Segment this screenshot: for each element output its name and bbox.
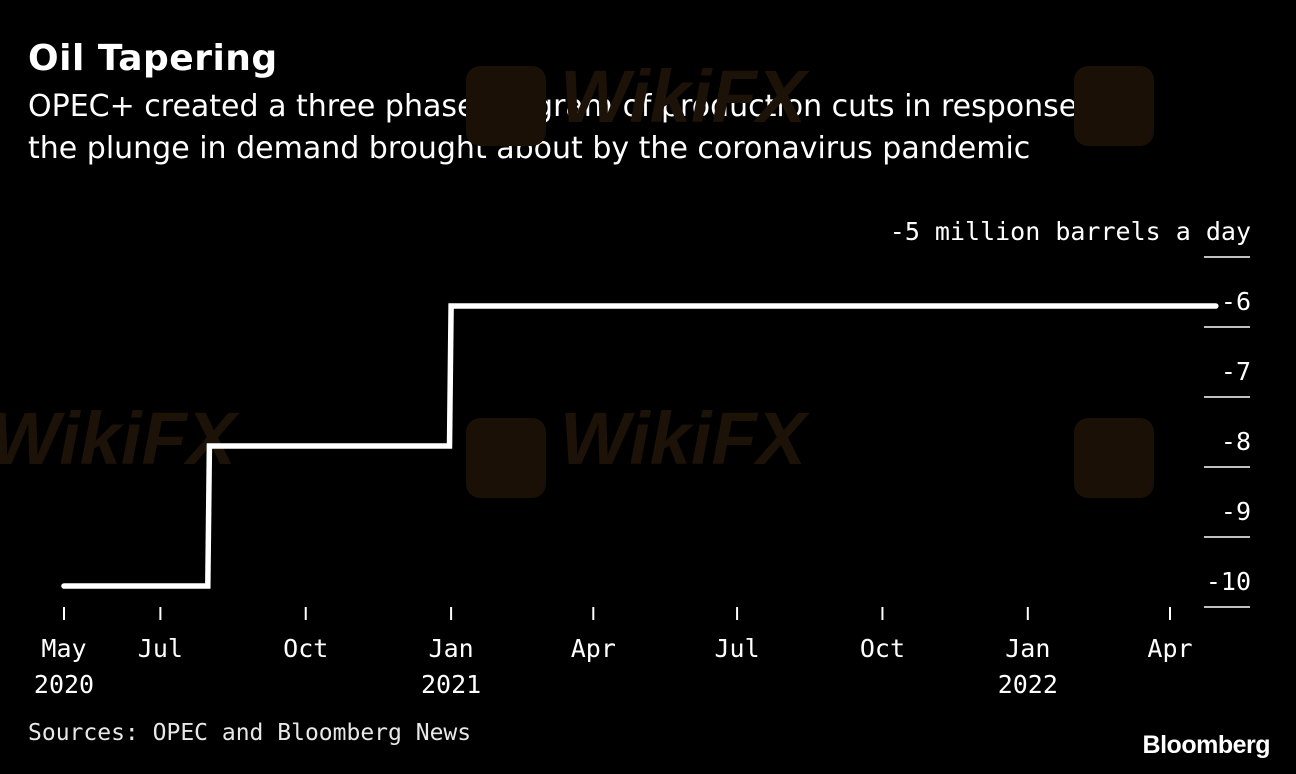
y-tick-label: -8: [1221, 427, 1251, 456]
y-tick-label: -10: [1206, 567, 1251, 596]
x-axis: May 2020 Jul Oct Jan 2021 Apr Jul Oct Jan 2022 Apr: [34, 607, 1193, 699]
x-tick-label: Apr: [571, 634, 616, 663]
x-tick-label: Jul: [715, 634, 760, 663]
x-year-label: 2021: [421, 670, 481, 699]
y-tick-label: -7: [1221, 357, 1251, 386]
chart-title: Oil Tapering: [28, 38, 278, 79]
chart-subtitle: OPEC+ created a three phase program of p…: [28, 86, 1258, 170]
series-group: [61, 303, 1219, 589]
x-year-label: 2020: [34, 670, 94, 699]
x-tick-label: Jan: [1005, 634, 1050, 663]
bloomberg-logo: Bloomberg: [1142, 731, 1271, 759]
x-tick-label: Oct: [283, 634, 328, 663]
y-axis: -5 million barrels a day -6 -7 -8 -9 -10: [890, 217, 1251, 608]
x-year-label: 2022: [998, 670, 1058, 699]
subtitle-line-1: OPEC+ created a three phase program of p…: [28, 89, 1117, 124]
series-line: [61, 303, 1219, 589]
x-tick-label: Apr: [1147, 634, 1192, 663]
x-tick-label: May: [41, 634, 86, 663]
y-tick-label: -6: [1221, 287, 1251, 316]
y-tick-label: -9: [1221, 497, 1251, 526]
source-note: Sources: OPEC and Bloomberg News: [28, 720, 472, 746]
x-tick-label: Oct: [860, 634, 905, 663]
x-tick-label: Jan: [429, 634, 474, 663]
x-tick-label: Jul: [138, 634, 183, 663]
y-tick-label: -5 million barrels a day: [890, 217, 1251, 246]
